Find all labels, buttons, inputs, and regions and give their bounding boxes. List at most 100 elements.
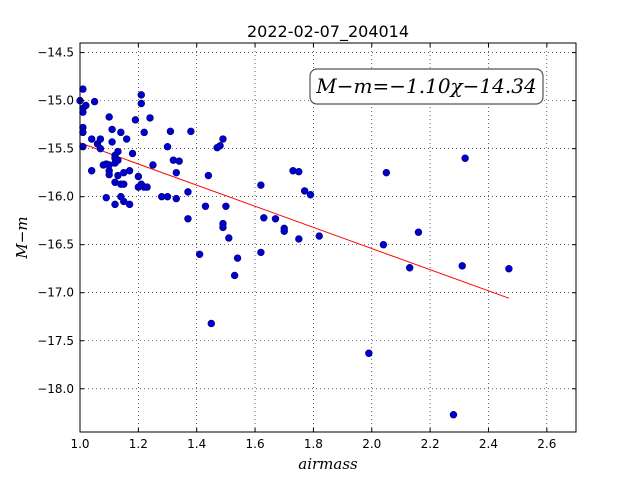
- chart-title: 2022-02-07_204014: [247, 22, 409, 42]
- data-point: [257, 248, 265, 257]
- data-point: [163, 143, 172, 151]
- data-point: [122, 135, 131, 143]
- data-point: [260, 214, 268, 222]
- x-tick-label: 2.4: [479, 437, 498, 451]
- data-point: [96, 144, 105, 153]
- data-point: [105, 113, 113, 121]
- data-point: [96, 135, 105, 143]
- points-layer: [76, 85, 513, 419]
- data-point: [120, 180, 128, 188]
- data-point: [114, 171, 122, 180]
- data-point: [87, 167, 96, 175]
- x-tick-label: 1.8: [304, 437, 323, 451]
- data-point: [149, 161, 157, 169]
- data-point: [82, 101, 90, 110]
- data-point: [125, 200, 134, 209]
- data-point: [365, 349, 373, 357]
- y-tick-label: −15.5: [37, 142, 74, 156]
- data-point: [140, 128, 148, 137]
- data-point: [257, 181, 265, 189]
- x-tick-label: 1.4: [187, 437, 206, 451]
- data-point: [120, 197, 128, 206]
- data-point: [134, 172, 143, 181]
- data-point: [187, 127, 195, 136]
- y-tick-label: −17.5: [37, 334, 74, 348]
- y-tick-label: −16.5: [37, 238, 74, 252]
- data-point: [111, 200, 119, 209]
- data-point: [175, 157, 183, 165]
- y-tick-label: −15.0: [37, 94, 74, 108]
- data-point: [125, 167, 134, 175]
- data-point: [184, 215, 192, 223]
- data-point: [300, 187, 309, 195]
- x-tick-label: 1.6: [246, 437, 265, 451]
- data-point: [102, 193, 110, 202]
- data-point: [172, 168, 180, 177]
- data-point: [458, 262, 466, 270]
- plot-frame: [79, 42, 577, 433]
- x-tick-label: 2.0: [362, 437, 381, 451]
- x-tick-label: 2.2: [421, 437, 440, 451]
- data-point: [131, 116, 140, 124]
- data-point: [163, 192, 172, 201]
- data-point: [166, 127, 175, 136]
- data-point: [233, 254, 242, 262]
- x-tick-label: 1.0: [70, 437, 89, 451]
- data-point: [306, 191, 315, 199]
- data-point: [204, 171, 213, 180]
- data-point: [201, 202, 210, 210]
- y-tick-label: −16.0: [37, 190, 74, 204]
- data-point: [128, 149, 137, 158]
- data-point: [114, 147, 122, 156]
- data-point: [271, 215, 280, 223]
- data-point: [105, 170, 113, 179]
- data-point: [461, 154, 469, 162]
- y-tick-label: −18.0: [37, 382, 74, 396]
- data-point: [295, 168, 303, 176]
- data-point: [505, 265, 513, 273]
- data-point: [137, 99, 145, 108]
- data-point: [114, 156, 122, 164]
- x-tick-label: 1.2: [129, 437, 148, 451]
- data-point: [414, 228, 423, 236]
- data-point: [295, 235, 303, 243]
- data-point: [379, 241, 388, 249]
- data-point: [143, 183, 151, 191]
- data-point: [225, 234, 233, 242]
- data-point: [137, 91, 145, 99]
- ticks-layer: 1.0 1.2 1.4 1.6 1.8 2.0 2.2 2.4 2.6 −14.5 −15.0 −15…: [37, 43, 576, 451]
- y-axis-label: M−m: [13, 216, 31, 259]
- y-tick-label: −14.5: [37, 46, 74, 60]
- y-tick-label: −17.0: [37, 286, 74, 300]
- data-point: [172, 194, 180, 203]
- data-point: [108, 138, 116, 146]
- data-point: [108, 125, 116, 134]
- fit-line-layer: [79, 142, 510, 299]
- data-point: [146, 114, 154, 122]
- data-point: [117, 128, 125, 137]
- data-point: [79, 108, 87, 116]
- fit-line: [79, 142, 510, 299]
- data-point: [195, 250, 204, 259]
- data-point: [79, 85, 87, 93]
- data-point: [219, 223, 227, 232]
- equation-annotation: M−m=−1.10χ−14.34: [315, 74, 536, 98]
- data-point: [315, 232, 323, 240]
- data-point: [230, 271, 239, 280]
- data-point: [280, 227, 288, 235]
- data-point: [222, 202, 230, 210]
- data-point: [90, 97, 99, 106]
- data-point: [207, 319, 215, 328]
- data-point: [382, 168, 391, 177]
- data-point: [216, 142, 224, 150]
- x-axis-label: airmass: [298, 455, 358, 473]
- data-point: [184, 188, 192, 196]
- x-tick-label: 2.6: [537, 437, 556, 451]
- equation-box: [309, 68, 544, 105]
- data-point: [87, 135, 96, 143]
- data-point: [449, 411, 458, 419]
- data-point: [219, 135, 227, 143]
- data-point: [405, 264, 414, 272]
- data-point: [79, 128, 87, 137]
